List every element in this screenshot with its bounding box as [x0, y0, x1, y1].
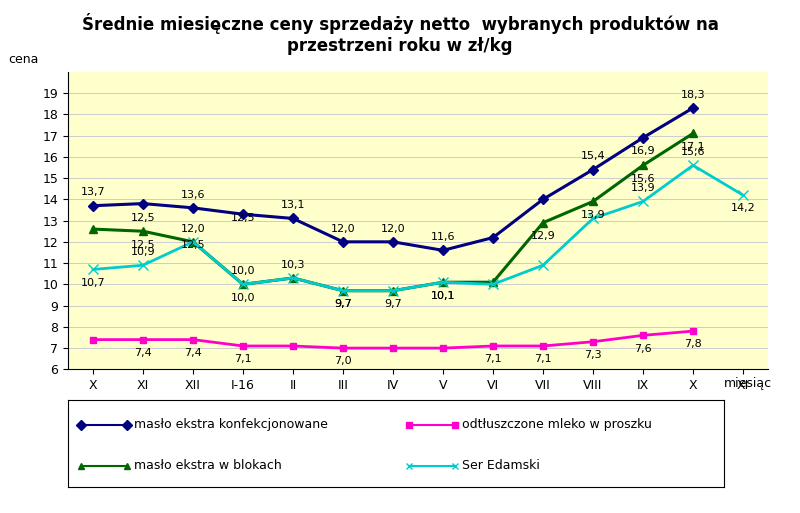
Text: 15,4: 15,4 — [581, 151, 606, 161]
Text: 9,7: 9,7 — [334, 299, 352, 309]
Text: 10,1: 10,1 — [430, 290, 455, 301]
Text: 14,2: 14,2 — [730, 204, 755, 213]
Text: 10,3: 10,3 — [281, 260, 306, 270]
Text: 12,5: 12,5 — [181, 240, 206, 249]
Text: 7,0: 7,0 — [334, 357, 352, 366]
Text: Ser Edamski: Ser Edamski — [462, 459, 539, 472]
Text: 12,0: 12,0 — [330, 224, 355, 233]
Text: 13,1: 13,1 — [281, 200, 306, 210]
Text: Średnie miesięczne ceny sprzedaży netto  wybranych produktów na
przestrzeni roku: Średnie miesięczne ceny sprzedaży netto … — [82, 13, 718, 54]
Text: 12,5: 12,5 — [130, 213, 155, 223]
Text: 17,1: 17,1 — [681, 142, 706, 152]
Text: 12,9: 12,9 — [530, 231, 555, 241]
Text: 10,9: 10,9 — [130, 247, 155, 257]
Text: miesiąc: miesiąc — [724, 377, 772, 390]
Text: 12,0: 12,0 — [381, 224, 406, 233]
Text: 18,3: 18,3 — [681, 90, 706, 100]
Text: 15,6: 15,6 — [630, 174, 655, 184]
Text: 7,3: 7,3 — [584, 350, 602, 360]
Text: 7,6: 7,6 — [634, 344, 652, 353]
Text: 12,5: 12,5 — [130, 240, 155, 249]
Text: 13,7: 13,7 — [81, 187, 106, 198]
Text: masło ekstra konfekcjonowane: masło ekstra konfekcjonowane — [134, 418, 327, 431]
Text: 13,6: 13,6 — [181, 189, 206, 200]
Text: 15,6: 15,6 — [681, 147, 706, 157]
Text: masło ekstra w blokach: masło ekstra w blokach — [134, 459, 282, 472]
Text: 10,1: 10,1 — [430, 290, 455, 301]
Text: 9,7: 9,7 — [384, 299, 402, 309]
Text: 7,1: 7,1 — [484, 354, 502, 364]
Text: odtłuszczone mleko w proszku: odtłuszczone mleko w proszku — [462, 418, 651, 431]
Text: 12,5: 12,5 — [230, 213, 255, 223]
Text: 16,9: 16,9 — [630, 146, 655, 156]
Text: 13,9: 13,9 — [581, 210, 606, 220]
Text: 13,9: 13,9 — [630, 183, 655, 193]
Text: 7,8: 7,8 — [684, 340, 702, 349]
Text: 10,0: 10,0 — [230, 266, 255, 276]
Text: 9,7: 9,7 — [334, 299, 352, 309]
Text: 12,0: 12,0 — [181, 224, 206, 233]
Text: cena: cena — [9, 53, 39, 66]
Text: 11,6: 11,6 — [430, 232, 455, 242]
Text: 10,0: 10,0 — [230, 293, 255, 303]
Text: 7,1: 7,1 — [534, 354, 552, 364]
Text: 10,7: 10,7 — [81, 278, 106, 288]
Text: 7,4: 7,4 — [134, 348, 152, 358]
Text: 7,4: 7,4 — [184, 348, 202, 358]
Text: 7,1: 7,1 — [234, 354, 252, 364]
